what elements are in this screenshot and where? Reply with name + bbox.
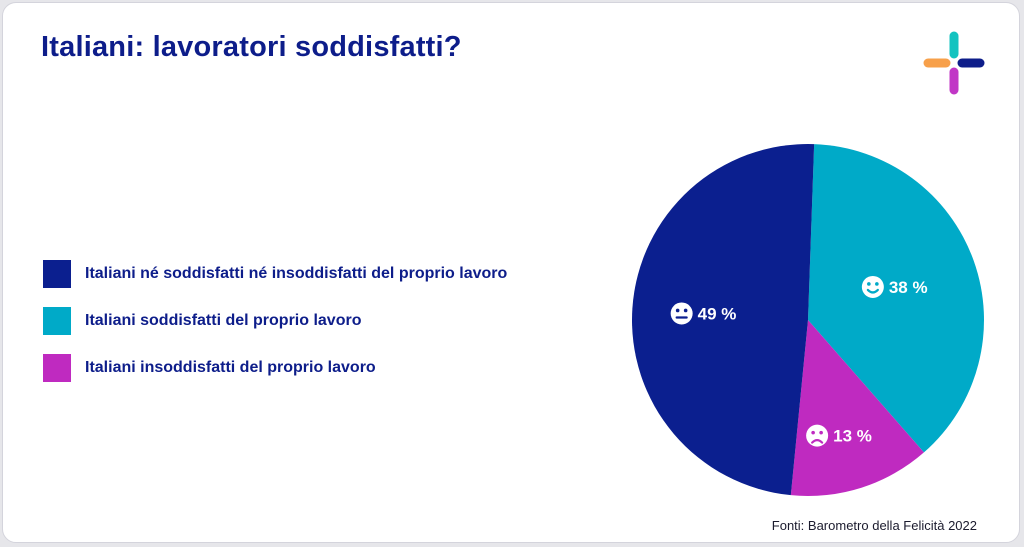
legend-label-neutral: Italiani né soddisfatti né insoddisfatti… (85, 265, 508, 282)
plus-logo (923, 31, 985, 95)
chart-title: Italiani: lavoratori soddisfatti? (41, 31, 462, 63)
slice-value-label: 38 % (889, 278, 928, 297)
legend-label-satisfied: Italiani soddisfatti del proprio lavoro (85, 312, 362, 329)
slice-label-smile: 38 % (861, 275, 928, 298)
neutral-face-icon (670, 302, 693, 325)
slice-value-label: 13 % (833, 427, 872, 446)
legend-swatch-satisfied (43, 307, 71, 335)
frown-face-icon (806, 424, 829, 447)
chart-legend: Italiani né soddisfatti né insoddisfatti… (43, 259, 507, 400)
pie-slice-neutral (631, 144, 815, 496)
pie-slice-smile (808, 144, 984, 453)
pie-slice-frown (790, 320, 924, 497)
slice-label-neutral: 49 % (670, 302, 737, 325)
smile-face-icon (861, 275, 884, 298)
slice-label-frown: 13 % (806, 424, 872, 447)
slice-value-label: 49 % (698, 304, 737, 323)
pie-chart: 38 % 13 % 49 % (631, 144, 984, 497)
legend-item-unsatisfied: Italiani insoddisfatti del proprio lavor… (43, 353, 507, 383)
source-note: Fonti: Barometro della Felicità 2022 (771, 518, 977, 533)
legend-item-satisfied: Italiani soddisfatti del proprio lavoro (43, 306, 507, 336)
legend-label-unsatisfied: Italiani insoddisfatti del proprio lavor… (85, 359, 376, 376)
legend-swatch-neutral (43, 260, 71, 288)
legend-item-neutral: Italiani né soddisfatti né insoddisfatti… (43, 259, 507, 289)
legend-swatch-unsatisfied (43, 354, 71, 382)
